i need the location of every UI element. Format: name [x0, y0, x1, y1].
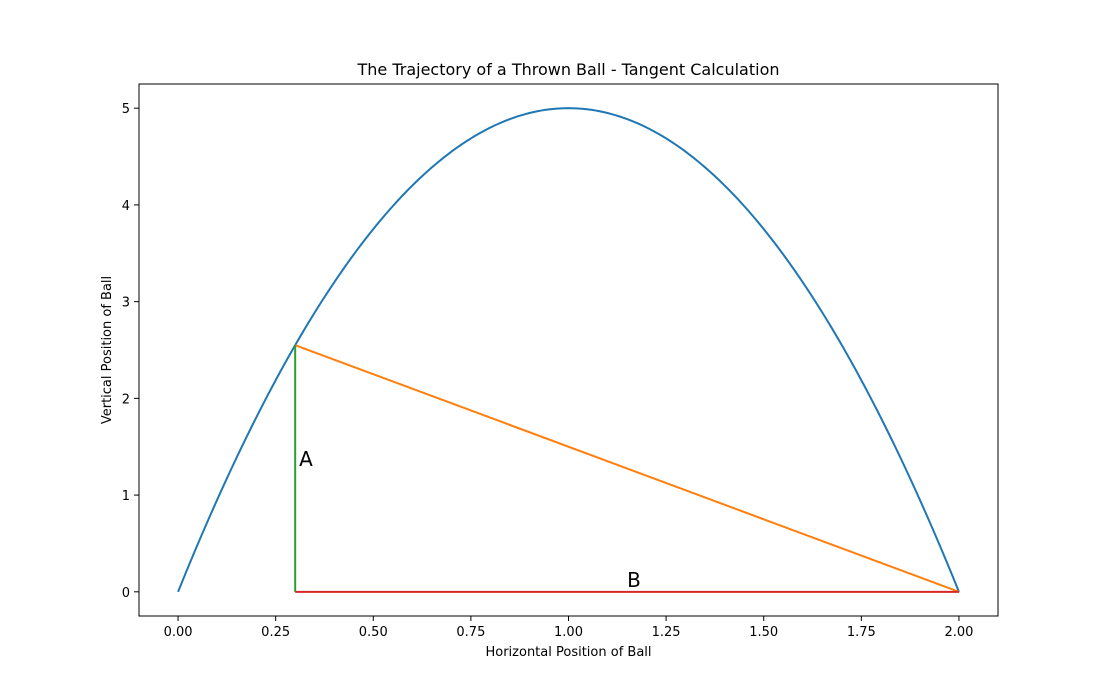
y-tick-label: 3: [122, 296, 130, 311]
y-tick-label: 5: [122, 102, 130, 117]
annotation-label-a: A: [299, 447, 313, 471]
x-tick-label: 1.75: [847, 625, 876, 640]
x-tick-label: 1.00: [554, 625, 583, 640]
y-tick-label: 4: [122, 199, 130, 214]
y-tick-label: 2: [122, 392, 130, 407]
x-tick-label: 0.00: [164, 625, 193, 640]
x-tick-label: 2.00: [944, 625, 973, 640]
axes-frame: [138, 83, 999, 617]
x-axis-label: Horizontal Position of Ball: [485, 645, 651, 660]
x-tick-label: 0.50: [359, 625, 388, 640]
chart-title: The Trajectory of a Thrown Ball - Tangen…: [356, 60, 779, 79]
x-tick-label: 0.75: [456, 625, 485, 640]
x-tick-label: 1.25: [652, 625, 681, 640]
y-axis-label: Vertical Position of Ball: [100, 276, 115, 424]
segment-line-1: [294, 344, 960, 593]
trajectory-curve: [177, 107, 960, 593]
y-tick-label: 1: [122, 489, 130, 504]
plot-area: 0.00 0.25 0.50 0.75 1.00 1.25 1.50 1.75 2.00 0 1 2 3…: [122, 83, 999, 640]
annotation-label-b: B: [627, 568, 641, 592]
x-tick-label: 1.50: [749, 625, 778, 640]
y-tick-label: 0: [122, 586, 130, 601]
x-tick-label: 0.25: [261, 625, 290, 640]
